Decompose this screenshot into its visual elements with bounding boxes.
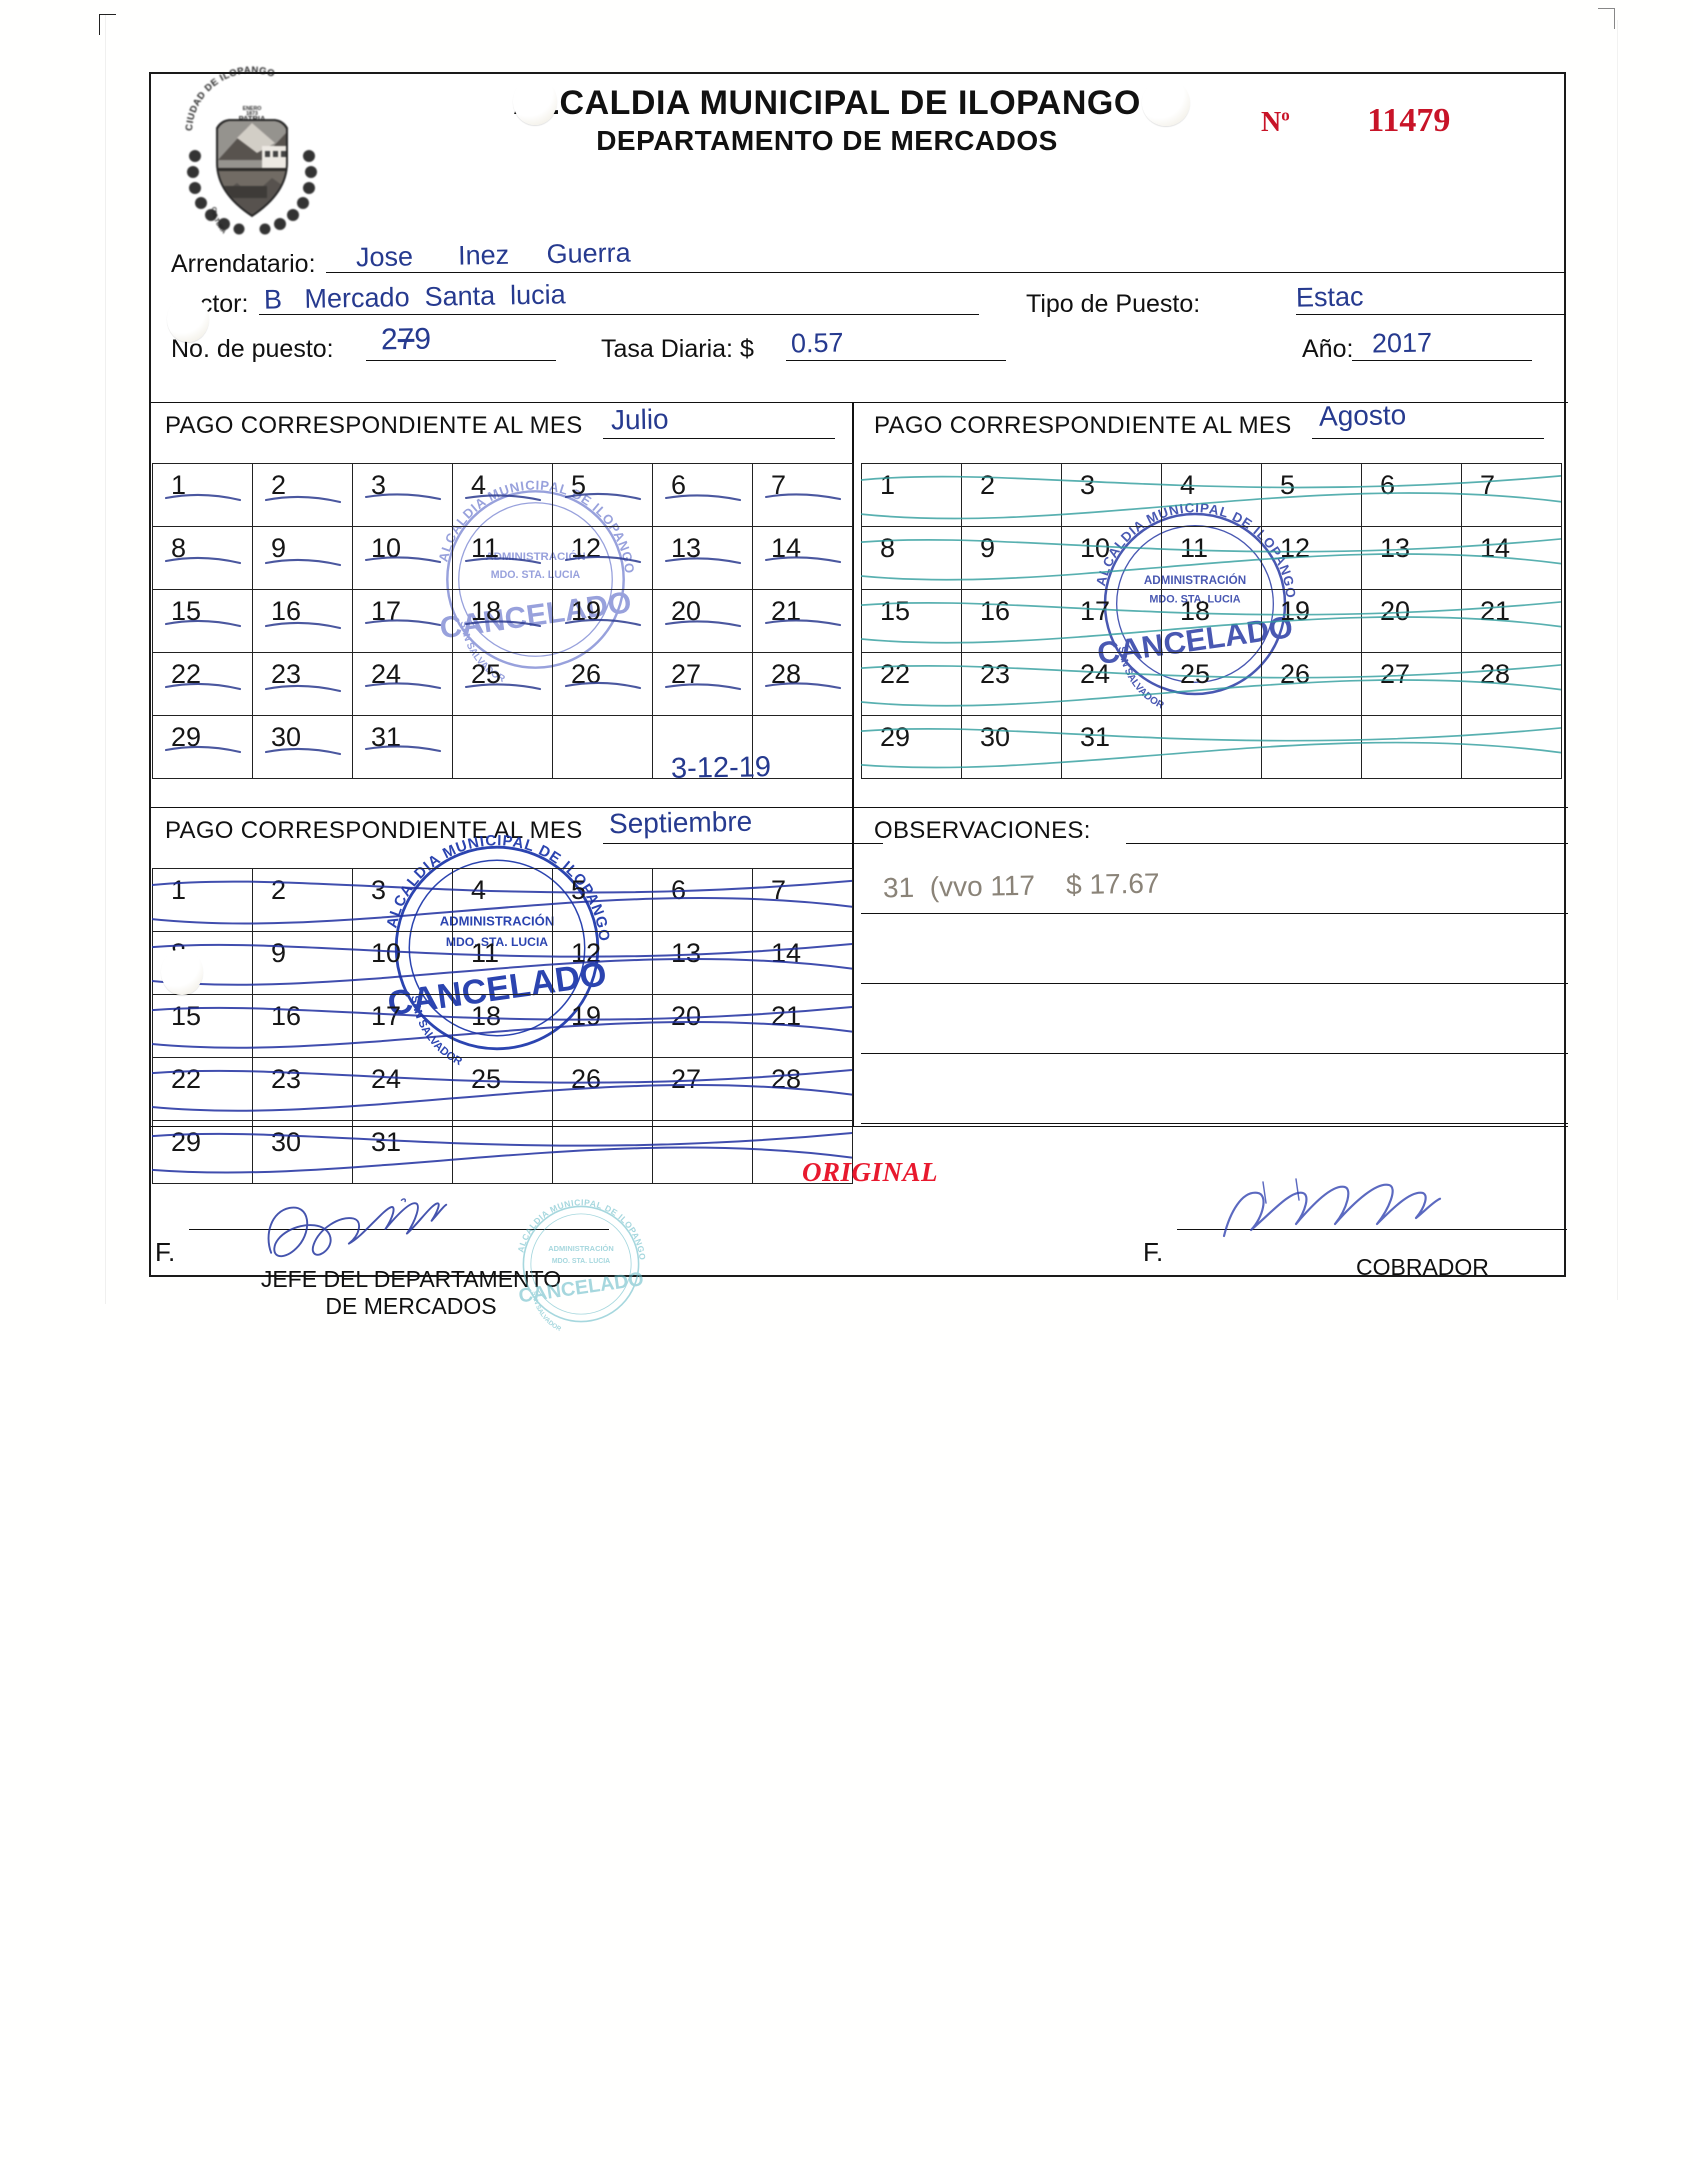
svg-text:PATRIA: PATRIA bbox=[239, 114, 266, 123]
